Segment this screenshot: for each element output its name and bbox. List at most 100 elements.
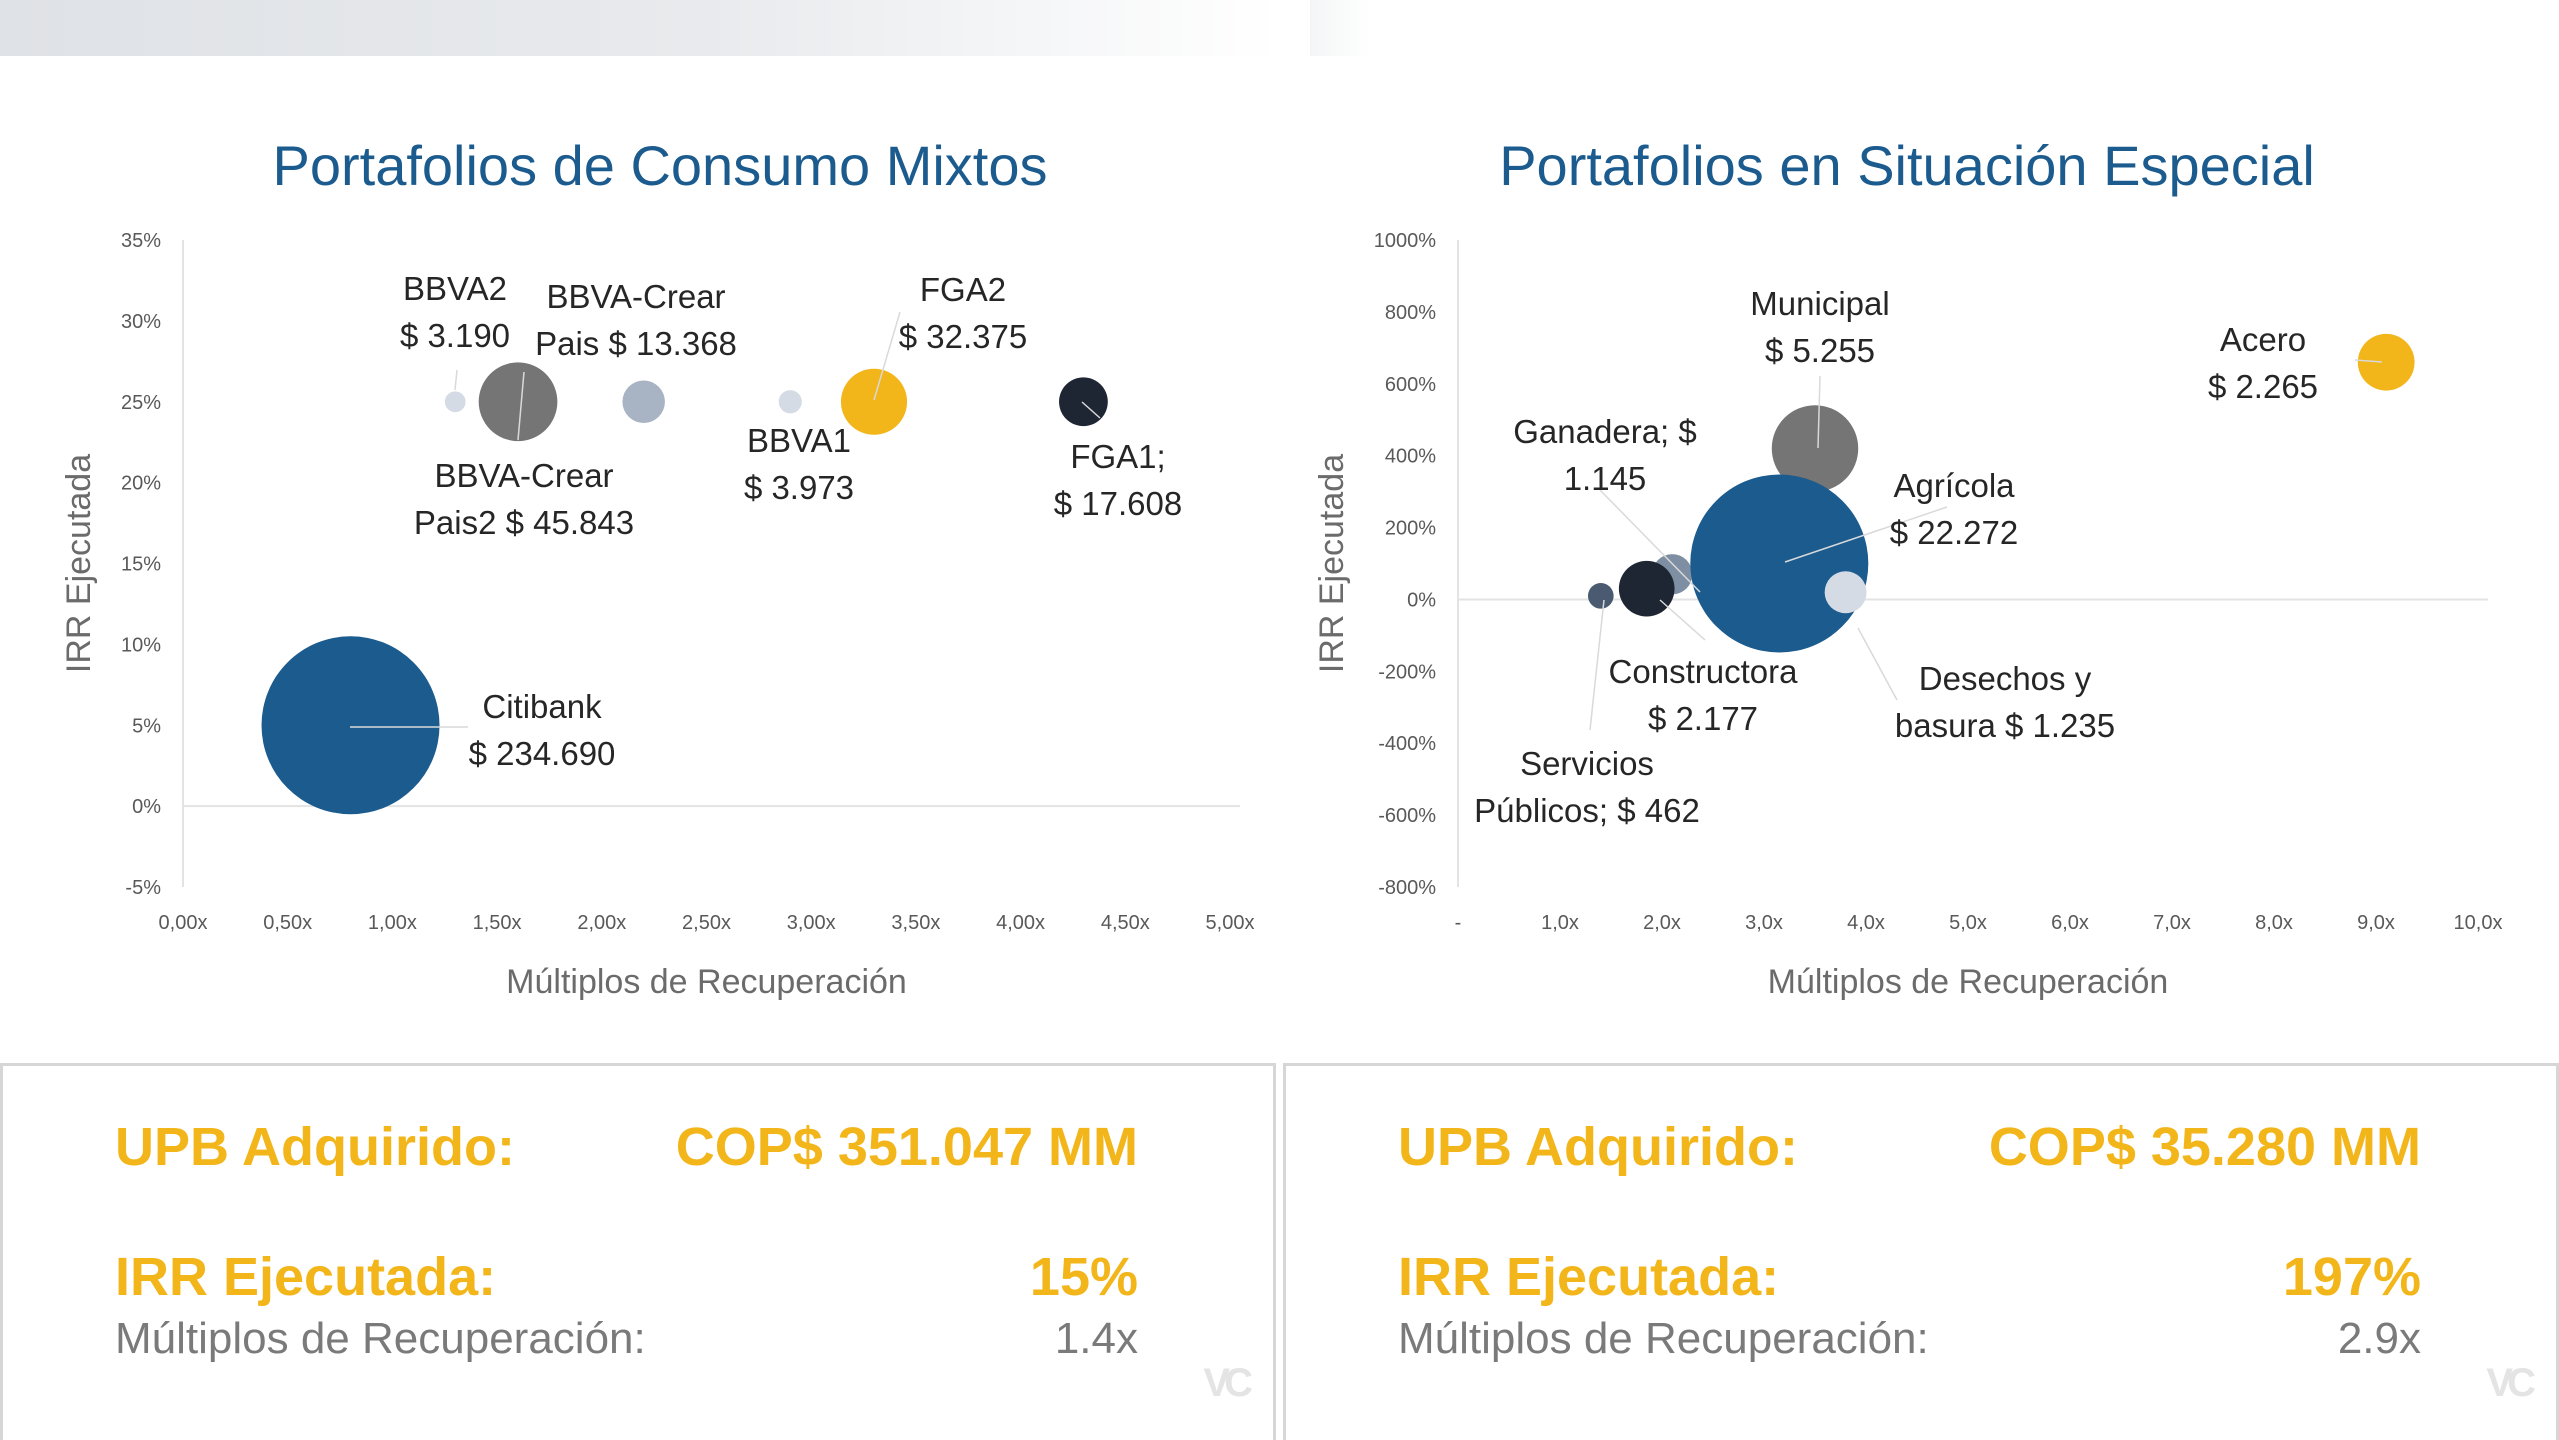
data-label-line: Desechos y (1919, 660, 2092, 697)
x-tick-label: - (1455, 912, 1462, 934)
x-tick-label: 8,0x (2255, 912, 2293, 934)
data-label-desechos: Desechos y basura $ 1.235 (1895, 660, 2115, 744)
data-label-line: BBVA1 (747, 422, 851, 459)
bubble-acero (2357, 333, 2415, 391)
x-tick-label: 0,00x (159, 912, 208, 934)
data-label-line: Públicos; $ 462 (1474, 792, 1700, 829)
y-axis-label: IRR Ejecutada (60, 454, 98, 673)
y-tick-label: 0% (132, 796, 161, 818)
x-tick-label: 5,0x (1949, 912, 1987, 934)
data-label-citibank: Citibank $ 234.690 (469, 688, 616, 772)
data-label-line: $ 2.177 (1648, 700, 1758, 737)
x-tick-label: 4,0x (1847, 912, 1885, 934)
data-label-fga1: FGA1; $ 17.608 (1054, 438, 1182, 522)
leader-line-desechos (1857, 627, 1898, 701)
x-tick-label: 5,00x (1206, 912, 1255, 934)
data-label-line: Municipal (1750, 285, 1889, 322)
leader-line-municipal (1817, 375, 1821, 449)
leader-line-bbva-crear-pais2 (517, 371, 525, 441)
data-label-line: BBVA-Crear (546, 278, 725, 315)
x-tick-label: 2,50x (682, 912, 731, 934)
data-label-line: $ 32.375 (899, 318, 1027, 355)
data-label-agricola: Agrícola $ 22.272 (1890, 467, 2018, 551)
data-label-line: Citibank (482, 688, 602, 725)
multiple-label: Múltiplos de Recuperación: (1398, 1314, 1929, 1363)
y-tick-label: 400% (1385, 446, 1436, 468)
upb-label: UPB Adquirido: (115, 1117, 515, 1177)
x-tick-label: 7,0x (2153, 912, 2191, 934)
data-label-line: FGA2 (920, 271, 1006, 308)
multiple-value: 2.9x (2337, 1314, 2421, 1363)
irr-label: IRR Ejecutada: (1398, 1247, 1780, 1307)
leader-line-servicios (1589, 599, 1605, 731)
data-label-line: $ 22.272 (1890, 514, 2018, 551)
leader-line-fga2 (873, 311, 901, 401)
y-tick-label: -400% (1378, 733, 1436, 755)
data-label-line: $ 234.690 (469, 735, 616, 772)
bubble-bbva1 (778, 390, 802, 414)
x-tick-label: 4,50x (1101, 912, 1150, 934)
data-label-line: $ 2.265 (2208, 368, 2318, 405)
y-tick-label: 15% (121, 554, 161, 576)
x-tick-label: 3,0x (1745, 912, 1783, 934)
bubble-bbva-crear-pais (622, 380, 665, 423)
y-tick-label: 5% (132, 715, 161, 737)
leader-line-ganadera (1599, 489, 1701, 593)
irr-value: 197% (2282, 1247, 2421, 1307)
data-label-ganadera: Ganadera; $ 1.145 (1513, 413, 1696, 497)
y-tick-label: 30% (121, 311, 161, 333)
data-label-bbva2: BBVA2 $ 3.190 (400, 270, 510, 354)
data-label-bbva1: BBVA1 $ 3.973 (744, 422, 854, 506)
header-bar (0, 0, 1280, 56)
y-tick-label: 200% (1385, 518, 1436, 540)
x-tick-label: 10,0x (2454, 912, 2503, 934)
bubble-constructora (1618, 560, 1675, 617)
x-tick-label: 9,0x (2357, 912, 2395, 934)
bubble-bbva2 (444, 391, 466, 413)
data-label-line: $ 3.973 (744, 469, 854, 506)
data-label-line: Constructora (1609, 653, 1799, 690)
x-tick-label: 0,50x (263, 912, 312, 934)
upb-value: COP$ 351.047 MM (675, 1117, 1138, 1177)
bubble-bbva-crear-pais2 (478, 362, 558, 442)
data-label-line: Ganadera; $ (1513, 413, 1696, 450)
bubble-fga2 (840, 368, 908, 435)
data-label-line: Agrícola (1893, 467, 2015, 504)
leader-line-fga1 (1081, 401, 1101, 419)
data-label-line: $ 17.608 (1054, 485, 1182, 522)
bubble-fga1 (1059, 377, 1108, 427)
x-tick-label: 1,0x (1541, 912, 1579, 934)
bubble-servicios (1587, 583, 1614, 609)
data-label-acero: Acero $ 2.265 (2208, 321, 2318, 405)
multiple-value: 1.4x (1054, 1314, 1138, 1363)
x-tick-label: 2,0x (1643, 912, 1681, 934)
data-label-line: Servicios (1520, 745, 1654, 782)
x-tick-label: 2,00x (577, 912, 626, 934)
y-tick-label: 35% (121, 230, 161, 252)
y-tick-label: 600% (1385, 374, 1436, 396)
leader-line-bbva2 (454, 369, 458, 391)
x-tick-label: 1,00x (368, 912, 417, 934)
multiple-label: Múltiplos de Recuperación: (115, 1314, 646, 1363)
bubble-desechos (1824, 571, 1867, 614)
data-label-line: basura $ 1.235 (1895, 707, 2115, 744)
header-bar-accent (1310, 0, 1370, 56)
upb-label: UPB Adquirido: (1398, 1117, 1798, 1177)
data-label-municipal: Municipal $ 5.255 (1750, 285, 1889, 369)
chart-1: Portafolios de Consumo Mixtos 35% 30% 25% 20… (60, 134, 1254, 1001)
y-tick-label: -200% (1378, 661, 1436, 683)
data-label-line: Pais $ 13.368 (535, 325, 737, 362)
x-tick-label: 6,0x (2051, 912, 2089, 934)
vc-logo-icon: VC (1203, 1361, 1253, 1405)
y-tick-label: 25% (121, 392, 161, 414)
leader-line-agricola (1784, 506, 1948, 563)
leader-line-constructora (1659, 599, 1706, 641)
y-tick-label: -600% (1378, 805, 1436, 827)
y-tick-label: 20% (121, 473, 161, 495)
chart-title: Portafolios en Situación Especial (1499, 134, 2315, 197)
x-axis-label: Múltiplos de Recuperación (1768, 963, 2169, 1001)
x-tick-label: 1,50x (473, 912, 522, 934)
y-axis-label: IRR Ejecutada (1313, 454, 1351, 673)
data-label-bbva-crear-pais: BBVA-Crear Pais $ 13.368 (535, 278, 737, 362)
charts-canvas: Portafolios de Consumo Mixtos 35% 30% 25% 20… (60, 134, 2503, 1001)
